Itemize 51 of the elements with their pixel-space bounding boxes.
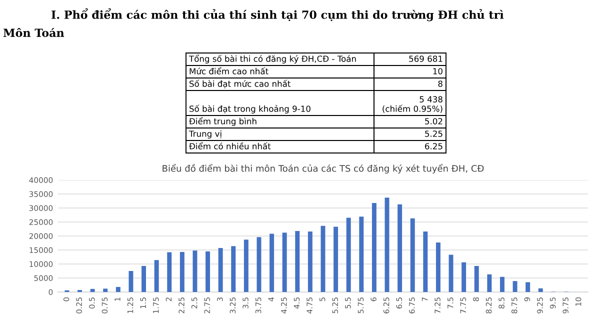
bar <box>384 198 390 292</box>
text: Mức điểm cao nhất <box>190 67 268 74</box>
text: Điểm có nhiều nhất <box>189 142 271 150</box>
bar <box>282 232 287 292</box>
bar <box>180 252 184 292</box>
bar <box>270 234 274 292</box>
text: 5 438 (chiếm 0.95%) <box>382 96 442 113</box>
text: Môn Toán <box>3 28 64 37</box>
bar <box>116 286 120 292</box>
bar <box>192 250 198 292</box>
bar <box>410 218 415 292</box>
text: I. Phổ điểm các môn thi của thí sinh tại 70 cụm thi do trường ĐH chủ trì <box>52 8 504 22</box>
bar <box>372 202 376 292</box>
text: 8 <box>438 80 442 87</box>
bar <box>244 240 248 292</box>
bar <box>398 204 402 292</box>
text: 6.25 <box>425 143 442 150</box>
bar <box>512 281 518 292</box>
text: 569 681 <box>409 56 442 62</box>
text: 5.25 <box>425 130 442 137</box>
bar <box>167 252 172 292</box>
bar <box>142 266 146 292</box>
text: Điểm trung bình <box>189 117 256 126</box>
text: Trung vị <box>188 130 222 138</box>
bar <box>154 260 159 292</box>
bar <box>334 226 338 292</box>
bar <box>436 242 440 292</box>
bar <box>423 232 428 292</box>
bar <box>538 288 543 292</box>
bar <box>346 218 351 292</box>
bar <box>500 276 504 292</box>
chart-title: Biểu đồ điểm bài thi môn Toán của các TS có đăng ký xét tuyển ĐH, CĐ <box>162 164 484 174</box>
text: Số bài đạt trong khoảng 9-10 <box>190 104 310 114</box>
bar <box>474 266 479 292</box>
bar <box>526 282 530 292</box>
bar <box>487 274 492 292</box>
bar <box>359 216 364 292</box>
text: Số bài đạt mức cao nhất <box>190 80 291 88</box>
bar <box>128 271 134 292</box>
bar <box>206 251 210 292</box>
text: 5.02 <box>425 118 442 124</box>
bar <box>462 262 466 292</box>
text: Tổng số bài thi có đăng ký ĐH,CĐ - Toán <box>188 54 356 64</box>
text: 10 <box>433 68 442 74</box>
bar <box>295 230 300 292</box>
bar <box>103 288 108 292</box>
bar <box>231 246 236 292</box>
bar <box>448 254 454 292</box>
bar <box>90 288 95 292</box>
bar <box>308 232 312 292</box>
bar <box>218 248 223 292</box>
